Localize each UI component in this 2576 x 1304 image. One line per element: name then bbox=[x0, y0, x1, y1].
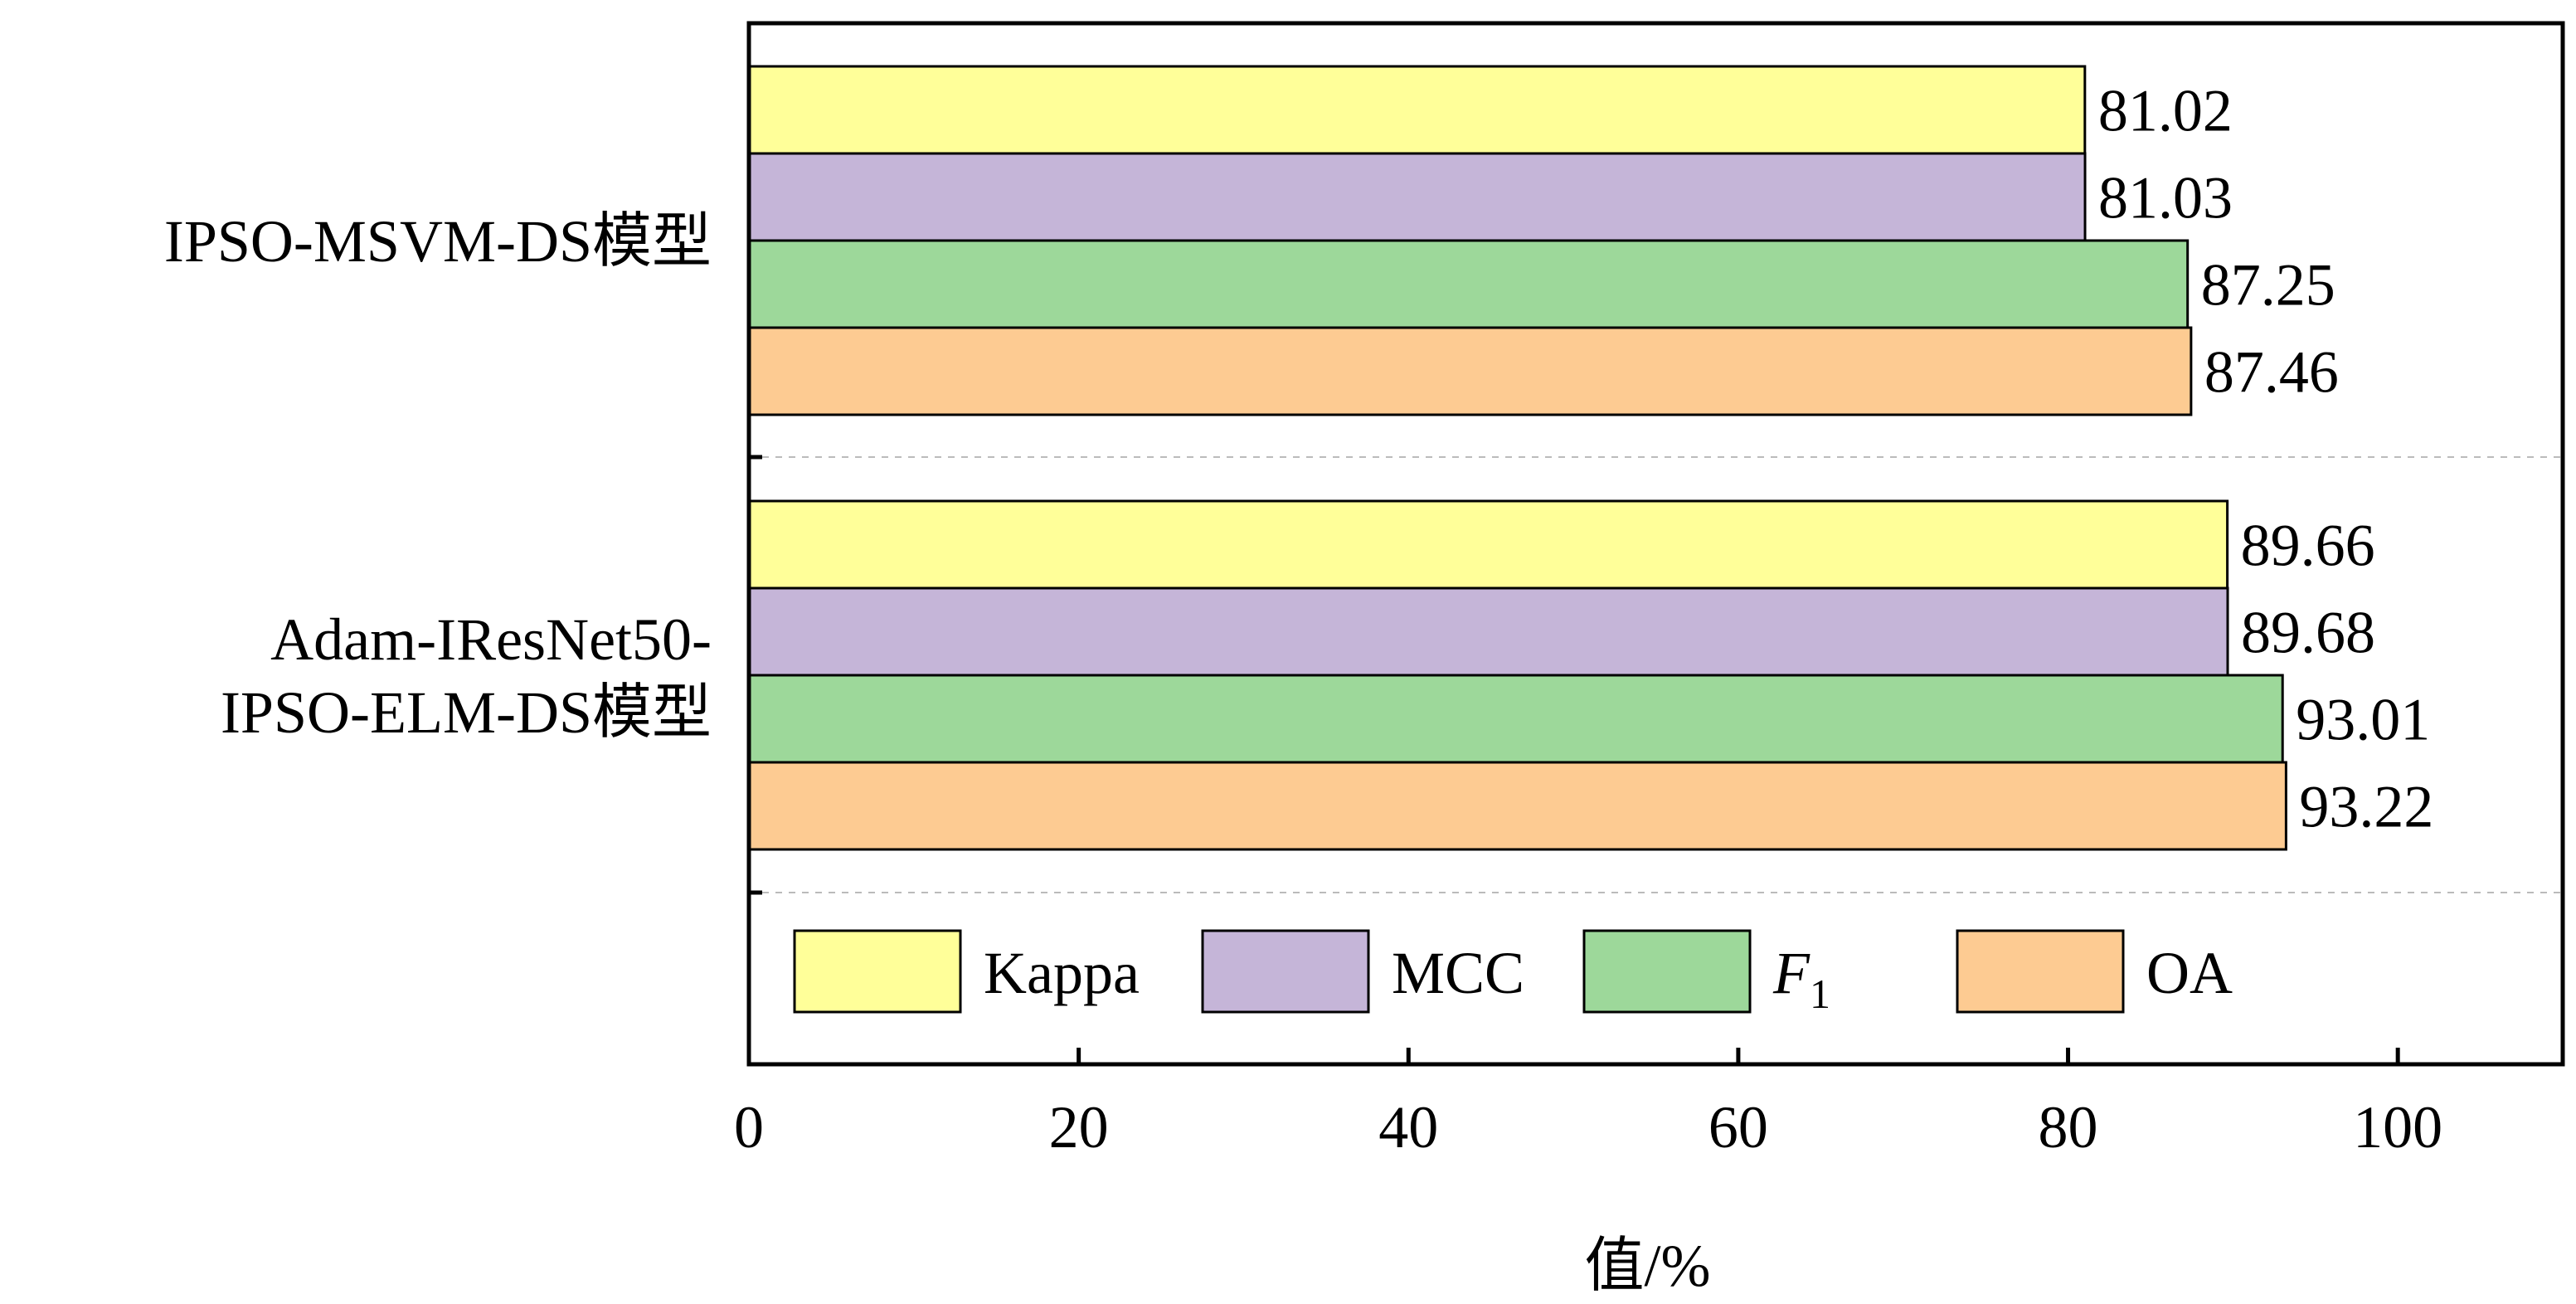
x-axis-title: 值/% bbox=[1585, 1233, 1711, 1299]
x-tick-label: 20 bbox=[1049, 1094, 1109, 1160]
x-axis-ticks: 0 20 40 60 80 100 bbox=[734, 1048, 2442, 1160]
legend-swatch-3 bbox=[1582, 929, 1752, 1014]
value-label: 93.22 bbox=[2299, 774, 2433, 840]
value-label: 93.01 bbox=[2296, 687, 2430, 753]
legend-swatch-1 bbox=[793, 929, 962, 1014]
legend-label-3: F1 bbox=[1772, 940, 1830, 1017]
legend-swatch-4 bbox=[1956, 929, 2125, 1014]
value-label: 89.66 bbox=[2241, 513, 2375, 579]
bar-f1-2 bbox=[747, 674, 2284, 764]
category-labels-layer: IPSO-MSVM-DS模型 Adam-IResNet50-IPSO-ELM-DS… bbox=[164, 208, 712, 746]
bar-mcc-1 bbox=[747, 152, 2087, 242]
legend-label-2: MCC bbox=[1392, 940, 1524, 1006]
plot-frame bbox=[746, 21, 2565, 1067]
x-tick-label: 0 bbox=[734, 1094, 764, 1160]
value-label: 87.25 bbox=[2201, 252, 2335, 319]
bar-kappa-1 bbox=[747, 65, 2087, 155]
x-tick-label: 60 bbox=[1708, 1094, 1768, 1160]
value-labels-layer: 81.02 81.03 87.25 87.46 89.66 89.68 93.01 93.22 bbox=[2098, 78, 2434, 840]
group-separators bbox=[749, 456, 2563, 893]
category-label: IPSO-ELM-DS模型 bbox=[221, 679, 712, 746]
y-axis-ticks bbox=[749, 455, 762, 895]
legend-label-1: Kappa bbox=[984, 940, 1140, 1006]
bar-mcc-2 bbox=[747, 586, 2229, 677]
bar-oa-2 bbox=[747, 761, 2287, 851]
x-tick-label: 80 bbox=[2039, 1094, 2098, 1160]
value-label: 89.68 bbox=[2241, 600, 2375, 666]
value-label: 81.02 bbox=[2098, 78, 2233, 144]
value-label: 87.46 bbox=[2204, 339, 2339, 406]
bar-oa-1 bbox=[747, 326, 2193, 416]
legend: Kappa MCC F1 OA bbox=[793, 929, 2233, 1017]
category-label: Adam-IResNet50- bbox=[270, 606, 712, 673]
bar-f1-1 bbox=[747, 239, 2190, 329]
legend-swatch-2 bbox=[1201, 929, 1370, 1014]
x-tick-label: 100 bbox=[2353, 1094, 2442, 1160]
legend-label-4: OA bbox=[2146, 940, 2233, 1006]
bar-kappa-2 bbox=[747, 499, 2229, 590]
x-tick-label: 40 bbox=[1378, 1094, 1438, 1160]
category-label: IPSO-MSVM-DS模型 bbox=[164, 208, 712, 275]
value-label: 81.03 bbox=[2098, 165, 2233, 231]
